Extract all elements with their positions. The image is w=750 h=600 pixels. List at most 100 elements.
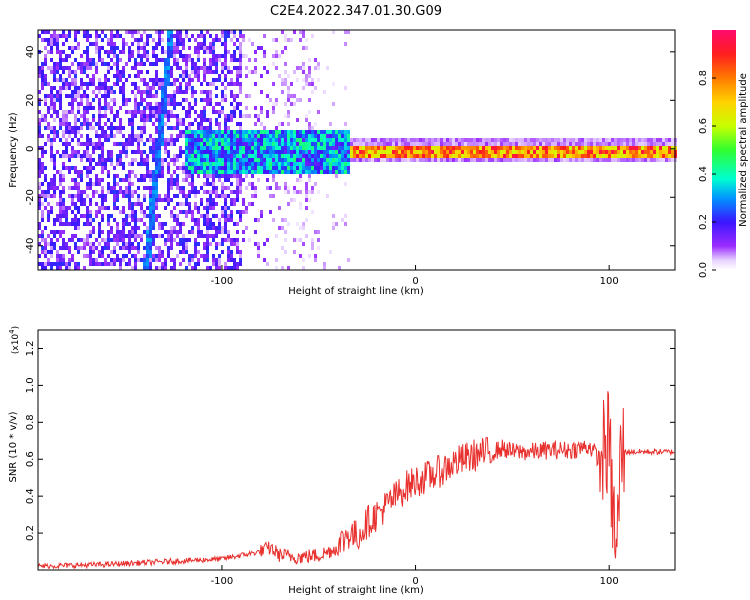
spectrogram-cell [143,50,146,54]
spectrogram-cell [65,66,68,70]
spectrogram-cell [95,182,98,186]
spectrogram-cell [89,42,92,46]
spectrogram-cell [317,142,320,146]
spectrogram-cell [50,206,53,210]
spectrogram-cell [59,262,62,266]
spectrogram-cell [182,210,185,214]
spectrogram-cell [179,102,182,106]
spectrogram-cell [53,230,56,234]
spectrogram-cell [176,186,179,190]
spectrogram-cell [86,150,89,154]
spectrogram-cell [77,126,80,130]
spectrogram-cell [50,158,53,162]
spectrogram-cell [323,146,326,150]
spectrogram-cell [152,78,155,82]
spectrogram-cell [521,154,524,158]
spectrogram-cell [350,138,353,142]
spectrogram-cell [536,146,539,150]
spectrogram-cell [206,182,209,186]
spectrogram-cell [272,62,275,66]
spectrogram-cell [227,138,230,142]
spectrogram-cell [140,138,143,142]
spectrogram-cell [140,34,143,38]
spectrogram-cell [629,158,632,162]
spectrogram-cell [218,258,221,262]
spectrogram-cell [245,66,248,70]
spectrogram-cell [143,194,146,198]
spectrogram-cell [161,114,164,118]
spectrogram-cell [113,62,116,66]
spectrogram-cell [83,94,86,98]
spectrogram-cell [569,154,572,158]
spectrogram-cell [353,150,356,154]
spectrogram-cell [179,134,182,138]
spectrogram-cell [149,214,152,218]
spectrogram-cell [464,150,467,154]
spectrogram-cell [419,142,422,146]
spectrogram-cell [335,142,338,146]
spectrogram-cell [239,66,242,70]
spectrogram-cell [143,162,146,166]
spectrogram-cell [224,210,227,214]
spectrogram-cell [44,206,47,210]
spectrogram-cell [215,102,218,106]
spectrogram-cell [254,150,257,154]
spectrogram-cell [191,214,194,218]
spectrogram-cell [434,158,437,162]
spectrogram-cell [218,74,221,78]
spectrogram-cell [236,162,239,166]
spectrogram-cell [128,142,131,146]
spectrogram-cell [398,142,401,146]
spectrogram-cell [200,118,203,122]
spectrogram-cell [65,114,68,118]
spectrogram-cell [245,54,248,58]
spectrogram-cell [44,82,47,86]
spectrogram-cell [41,190,44,194]
spectrogram-cell [332,158,335,162]
spectrogram-cell [659,158,662,162]
spectrogram-cell [320,162,323,166]
spectrogram-cell [215,94,218,98]
spectrogram-cell [227,70,230,74]
spectrogram-cell [182,242,185,246]
spectrogram-cell [71,90,74,94]
spectrogram-cell [110,134,113,138]
spectrogram-cell [233,142,236,146]
spectrogram-cell [143,178,146,182]
spectrogram-cell [140,218,143,222]
spectrogram-cell [209,70,212,74]
spectrogram-cell [200,98,203,102]
spectrogram-cell [275,186,278,190]
spectrogram-cell [83,190,86,194]
spectrogram-cell [80,98,83,102]
spectrogram-cell [149,202,152,206]
spectrogram-cell [179,42,182,46]
spectrogram-cell [170,198,173,202]
spectrogram-cell [104,74,107,78]
spectrogram-cell [323,90,326,94]
spectrogram-cell [98,102,101,106]
spectrogram-cell [215,242,218,246]
spectrogram-cell [230,174,233,178]
spectrogram-cell [152,198,155,202]
spectrogram-cell [548,142,551,146]
spectrogram-cell [65,242,68,246]
spectrogram-cell [188,102,191,106]
spectrogram-cell [194,62,197,66]
spectrogram-cell [227,154,230,158]
spectrogram-cell [176,42,179,46]
spectrogram-cell [227,166,230,170]
spectrogram-cell [167,110,170,114]
spectrogram-cell [338,154,341,158]
spectrogram-cell [185,174,188,178]
spectrogram-cell [179,210,182,214]
spectrogram-cell [590,146,593,150]
spectrogram-cell [74,262,77,266]
spectrogram-cell [122,246,125,250]
spectrogram-cell [422,154,425,158]
spectrogram-cell [263,150,266,154]
spectrogram-cell [74,94,77,98]
spectrogram-cell [119,266,122,270]
spectrogram-cell [65,126,68,130]
spectrogram-cell [230,110,233,114]
